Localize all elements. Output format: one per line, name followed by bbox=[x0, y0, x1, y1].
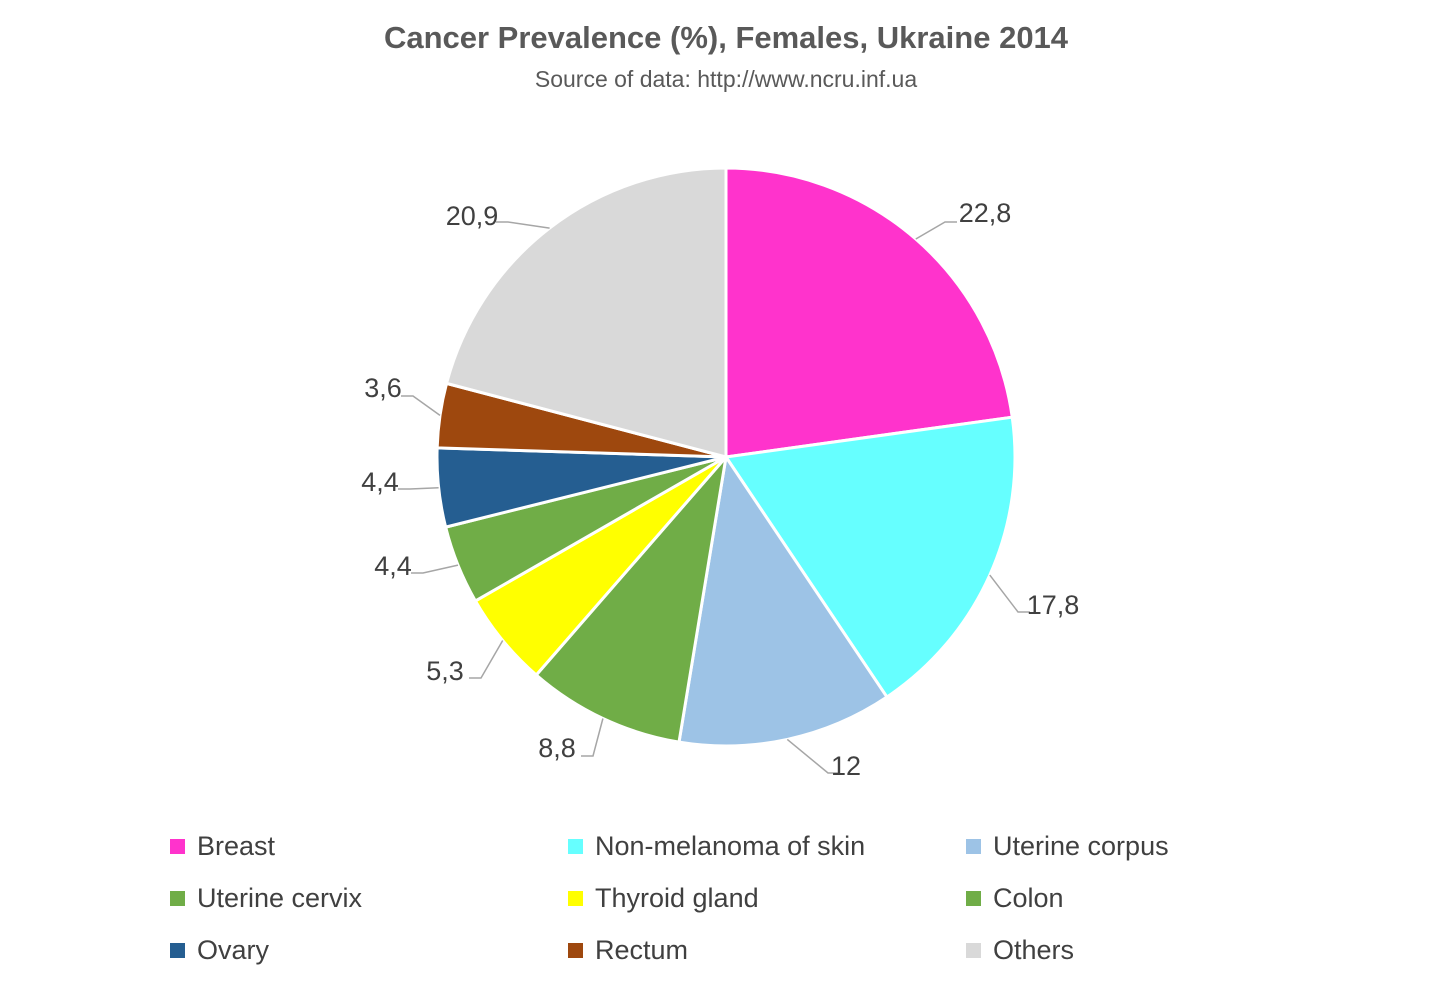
leader-line-non-melanoma-of-skin bbox=[989, 574, 1030, 613]
legend-label: Rectum bbox=[595, 934, 689, 965]
legend-swatch bbox=[568, 942, 583, 958]
pie-slice-non-melanoma-of-skin bbox=[724, 415, 1017, 699]
data-label-uterine-corpus: 12 bbox=[831, 751, 861, 781]
legend-swatch bbox=[568, 890, 583, 906]
pie-slice-uterine-corpus bbox=[677, 455, 889, 748]
leader-line-others bbox=[496, 221, 550, 229]
leader-line-colon bbox=[581, 718, 604, 757]
legend-label: Uterine cervix bbox=[197, 882, 363, 913]
legend-item-non-melanoma-of-skin: Non-melanoma of skin bbox=[568, 820, 966, 872]
legend-swatch bbox=[966, 942, 981, 958]
legend-swatch bbox=[568, 838, 583, 854]
legend-swatch bbox=[170, 942, 185, 958]
legend-item-ovary: Ovary bbox=[170, 924, 568, 976]
legend-swatch bbox=[170, 890, 185, 906]
data-label-non-melanoma-of-skin: 17,8 bbox=[1027, 590, 1080, 620]
legend-item-uterine-cervix: Uterine cervix bbox=[170, 872, 568, 924]
legend-swatch bbox=[966, 838, 981, 854]
leader-line-uterine-cervix bbox=[411, 564, 459, 574]
chart-legend: Breast Non-melanoma of skin Uterine corpus… bbox=[170, 820, 1370, 976]
legend-label: Thyroid gland bbox=[595, 882, 759, 913]
legend-item-rectum: Rectum bbox=[568, 924, 966, 976]
leader-lines bbox=[398, 221, 1030, 774]
legend-label: Others bbox=[993, 934, 1075, 965]
pie-slices bbox=[435, 166, 1017, 748]
leader-line-thyroid-gland bbox=[469, 640, 504, 679]
data-label-breast: 22,8 bbox=[959, 198, 1012, 228]
data-label-others: 20,9 bbox=[446, 201, 499, 231]
data-labels: 22,8 17,8 12 8,8 5,3 4,4 4,4 3,6 20,9 bbox=[361, 198, 1079, 781]
pie-chart: 22,8 17,8 12 8,8 5,3 4,4 4,4 3,6 20,9 bbox=[361, 166, 1079, 781]
legend-label: Uterine corpus bbox=[993, 830, 1169, 861]
leader-line-rectum bbox=[401, 395, 441, 417]
legend-item-others: Others bbox=[966, 924, 1364, 976]
leader-line-breast bbox=[915, 221, 957, 240]
legend-label: Colon bbox=[993, 882, 1064, 913]
data-label-ovary: 4,4 bbox=[361, 467, 399, 497]
pie-slice-breast bbox=[724, 166, 1014, 459]
legend-label: Non-melanoma of skin bbox=[595, 830, 866, 861]
legend-label: Breast bbox=[197, 830, 276, 861]
leader-line-ovary bbox=[398, 487, 439, 490]
data-label-thyroid-gland: 5,3 bbox=[426, 656, 464, 686]
legend-swatch bbox=[966, 890, 981, 906]
data-label-colon: 8,8 bbox=[538, 733, 576, 763]
chart-subtitle: Source of data: http://www.ncru.inf.ua bbox=[534, 66, 918, 92]
data-label-uterine-cervix: 4,4 bbox=[374, 551, 412, 581]
legend-item-thyroid-gland: Thyroid gland bbox=[568, 872, 966, 924]
legend-swatch bbox=[170, 838, 185, 854]
chart-title: Cancer Prevalence (%), Females, Ukraine … bbox=[383, 20, 1069, 55]
data-label-rectum: 3,6 bbox=[364, 373, 402, 403]
pie-slice-others bbox=[445, 166, 728, 459]
legend-label: Ovary bbox=[197, 934, 270, 965]
legend-item-breast: Breast bbox=[170, 820, 568, 872]
legend-item-colon: Colon bbox=[966, 872, 1364, 924]
pie-slice-colon bbox=[534, 455, 728, 744]
legend-item-uterine-corpus: Uterine corpus bbox=[966, 820, 1364, 872]
leader-line-uterine-corpus bbox=[786, 738, 840, 774]
